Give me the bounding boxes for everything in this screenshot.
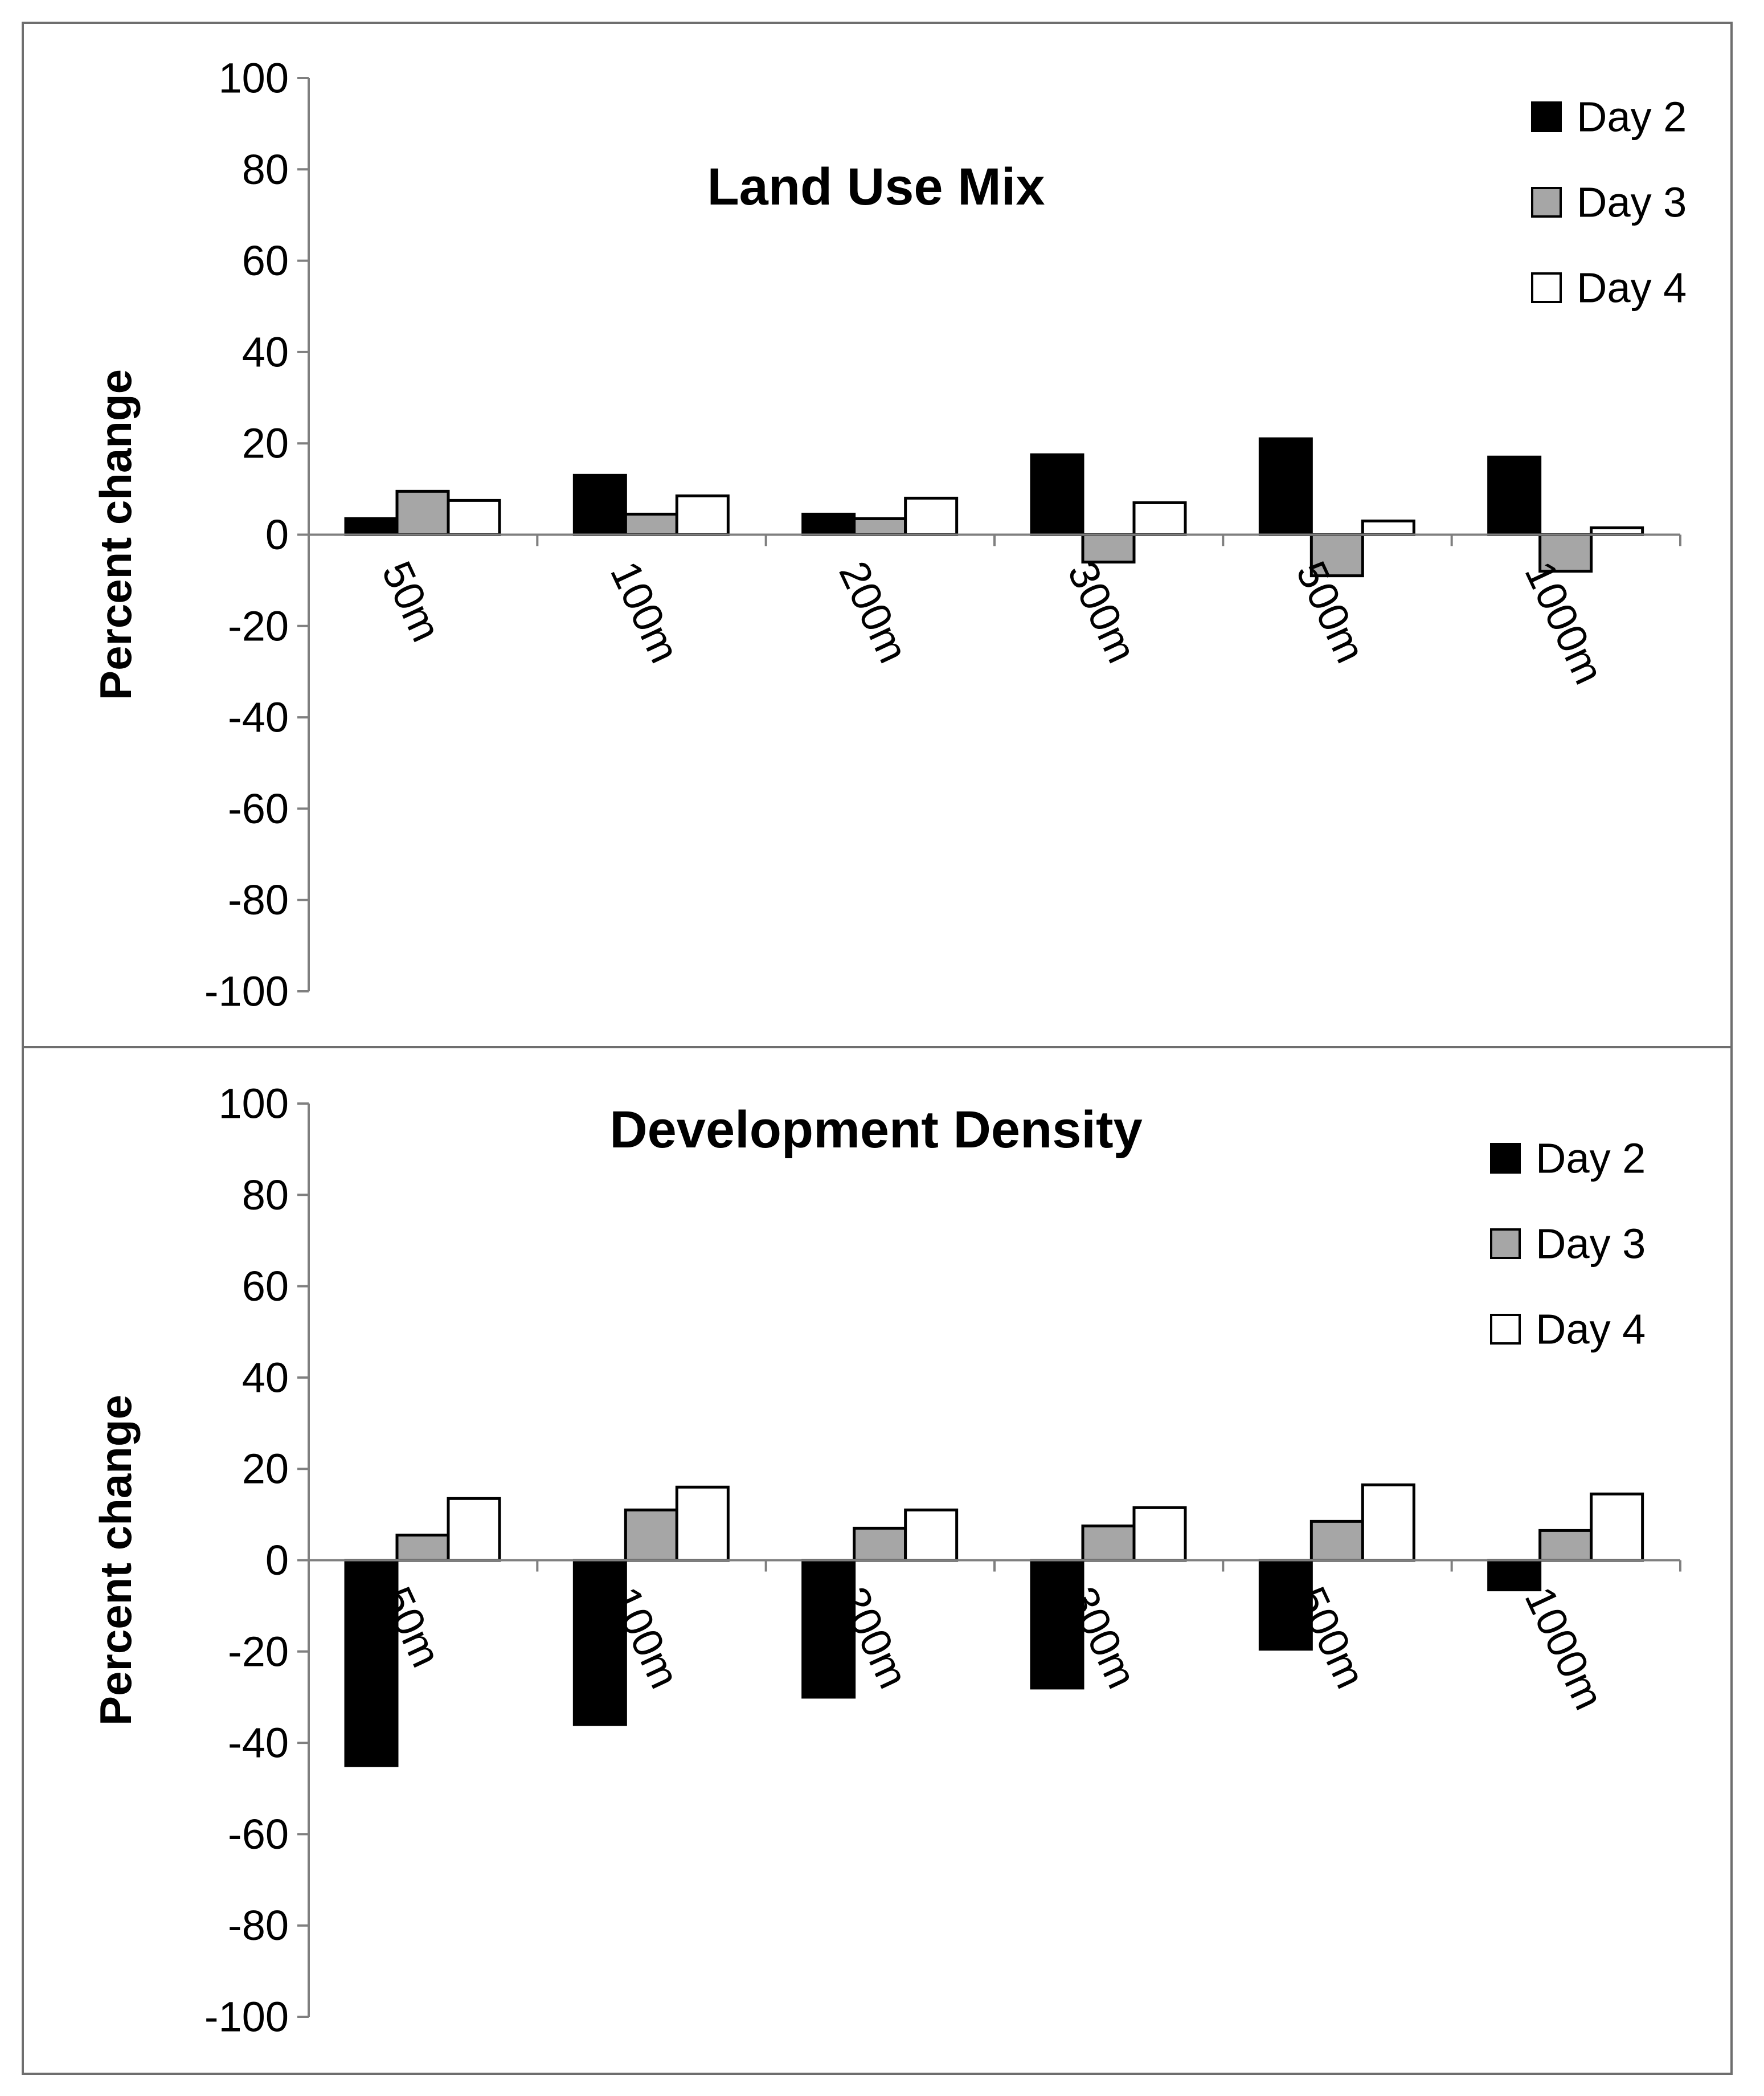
bar-day-4-300m bbox=[1132, 501, 1187, 537]
legend-swatch bbox=[1531, 101, 1562, 132]
y-tick-label: 40 bbox=[242, 328, 289, 375]
bar-day-3-200m bbox=[853, 517, 907, 537]
bar-day-4-500m bbox=[1361, 519, 1415, 537]
bar-day-3-500m bbox=[1309, 1519, 1364, 1562]
bar-day-2-50m bbox=[344, 517, 399, 537]
y-tick-label: -80 bbox=[228, 1902, 289, 1949]
y-tick-label: -60 bbox=[228, 1811, 289, 1858]
bar-day-2-1000m bbox=[1487, 455, 1542, 536]
bar-day-4-200m bbox=[904, 1508, 959, 1562]
y-tick-label: 20 bbox=[242, 1445, 289, 1493]
bar-day-3-50m bbox=[395, 1533, 450, 1562]
bar-day-3-300m bbox=[1081, 533, 1136, 564]
legend-label: Day 4 bbox=[1536, 1306, 1646, 1353]
y-tick-label: 80 bbox=[242, 1171, 289, 1219]
y-tick-label: -100 bbox=[204, 968, 289, 1015]
legend-swatch bbox=[1490, 1228, 1521, 1259]
bar-day-4-50m bbox=[447, 1497, 501, 1562]
legend-swatch bbox=[1490, 1314, 1521, 1345]
bar-day-2-1000m bbox=[1487, 1559, 1542, 1592]
bar-day-4-1000m bbox=[1590, 1492, 1644, 1562]
y-axis-title: Percent change bbox=[91, 369, 141, 700]
y-tick-label: 0 bbox=[265, 511, 289, 558]
legend-label: Day 2 bbox=[1536, 1135, 1646, 1182]
bar-day-2-100m bbox=[572, 1559, 627, 1726]
bar-day-2-200m bbox=[801, 1559, 856, 1699]
y-tick-label: -40 bbox=[228, 1719, 289, 1767]
y-tick-label: -100 bbox=[204, 1993, 289, 2041]
y-tick-label: 60 bbox=[242, 237, 289, 284]
bar-day-3-50m bbox=[395, 489, 450, 536]
y-tick-label: -40 bbox=[228, 694, 289, 741]
y-tick-label: -60 bbox=[228, 785, 289, 832]
legend-label: Day 3 bbox=[1536, 1220, 1646, 1268]
bar-day-3-100m bbox=[624, 1508, 678, 1562]
y-tick-label: 60 bbox=[242, 1262, 289, 1310]
bar-day-3-1000m bbox=[1538, 533, 1593, 573]
y-tick-label: -20 bbox=[228, 602, 289, 649]
bar-day-2-500m bbox=[1258, 1559, 1313, 1651]
y-axis-title: Percent change bbox=[91, 1395, 141, 1726]
y-tick-label: 100 bbox=[219, 55, 289, 102]
y-tick-label: 20 bbox=[242, 420, 289, 467]
legend-label: Day 3 bbox=[1577, 179, 1687, 226]
bar-day-3-100m bbox=[624, 512, 678, 536]
bar-day-2-50m bbox=[344, 1559, 399, 1767]
bar-day-3-200m bbox=[853, 1526, 907, 1562]
bar-day-2-200m bbox=[801, 512, 856, 536]
legend-label: Day 2 bbox=[1577, 93, 1687, 141]
bar-day-2-500m bbox=[1258, 437, 1313, 536]
chart-title: Development Density bbox=[609, 1101, 1143, 1159]
y-tick-label: -20 bbox=[228, 1628, 289, 1675]
legend-label: Day 4 bbox=[1577, 264, 1687, 312]
bar-day-2-100m bbox=[572, 473, 627, 536]
bar-day-4-300m bbox=[1132, 1506, 1187, 1562]
legend-swatch bbox=[1531, 187, 1562, 218]
bar-day-4-500m bbox=[1361, 1483, 1415, 1562]
bar-day-4-100m bbox=[675, 1485, 730, 1562]
bar-day-4-50m bbox=[447, 499, 501, 537]
y-tick-label: -80 bbox=[228, 876, 289, 924]
bar-day-3-300m bbox=[1081, 1524, 1136, 1562]
bar-day-4-200m bbox=[904, 496, 959, 537]
bar-day-4-100m bbox=[675, 494, 730, 536]
bar-day-2-300m bbox=[1030, 1559, 1084, 1690]
bar-day-3-1000m bbox=[1538, 1529, 1593, 1562]
legend-swatch bbox=[1490, 1143, 1521, 1174]
y-tick-label: 0 bbox=[265, 1537, 289, 1584]
legend-swatch bbox=[1531, 272, 1562, 303]
y-tick-label: 40 bbox=[242, 1354, 289, 1401]
y-tick-label: 100 bbox=[219, 1080, 289, 1127]
chart-title: Land Use Mix bbox=[707, 158, 1045, 216]
bar-day-2-300m bbox=[1030, 453, 1084, 536]
y-tick-label: 80 bbox=[242, 146, 289, 193]
